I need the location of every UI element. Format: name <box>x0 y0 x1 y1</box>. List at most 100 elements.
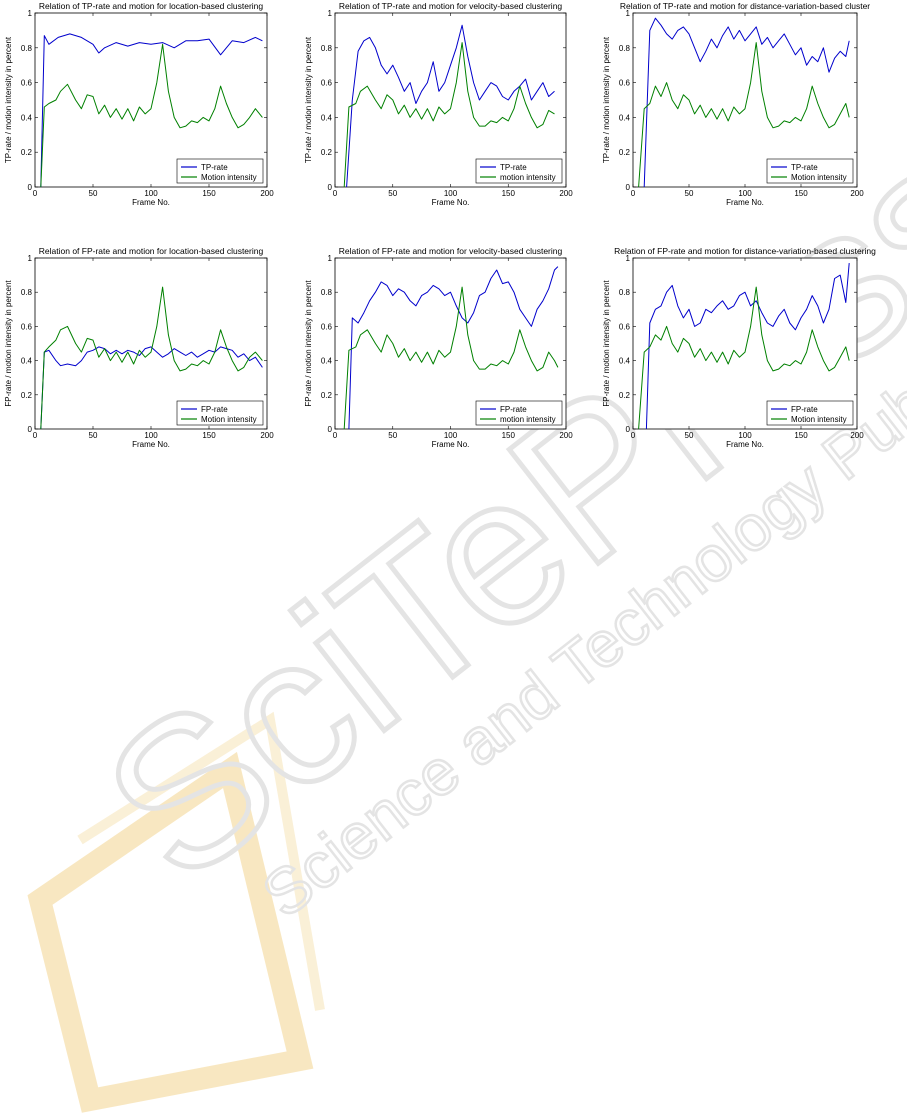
y-tick-label: 0.6 <box>321 79 333 88</box>
watermark-logo-shape <box>27 711 325 1113</box>
x-tick-label: 200 <box>260 431 274 440</box>
y-tick-label: 0 <box>28 183 33 192</box>
x-tick-label: 100 <box>738 189 752 198</box>
y-tick-label: 0.4 <box>321 113 333 122</box>
series-line-1 <box>348 266 559 430</box>
x-axis-label: Frame No. <box>432 198 470 207</box>
y-tick-label: 1 <box>28 254 33 263</box>
y-tick-label: 1 <box>328 9 333 18</box>
legend-box <box>766 158 854 184</box>
series-line-1 <box>40 346 263 430</box>
x-axis-label: Frame No. <box>132 198 170 207</box>
y-tick-label: 0.2 <box>321 391 333 400</box>
x-tick-label: 100 <box>144 431 158 440</box>
legend-box <box>475 400 563 426</box>
legend-entry: motion intensity <box>500 415 556 424</box>
y-tick-label: 0.2 <box>619 391 631 400</box>
y-tick-label: 0.4 <box>21 357 33 366</box>
y-tick-label: 1 <box>28 9 33 18</box>
x-tick-label: 200 <box>850 431 864 440</box>
y-tick-label: 1 <box>328 254 333 263</box>
series-line-1 <box>40 33 263 188</box>
x-tick-label: 50 <box>685 189 694 198</box>
legend-entry: Motion intensity <box>791 173 847 182</box>
x-tick-label: 150 <box>202 431 216 440</box>
x-tick-label: 200 <box>260 189 274 198</box>
x-tick-label: 50 <box>388 189 397 198</box>
series-line-2 <box>40 43 263 188</box>
y-tick-label: 0.6 <box>321 322 333 331</box>
y-tick-label: 0.8 <box>619 288 631 297</box>
chart-5: Relation of FP-rate and motion for veloc… <box>304 246 573 449</box>
x-tick-label: 150 <box>794 189 808 198</box>
y-tick-label: 0.2 <box>619 148 631 157</box>
legend-entry: TP-rate <box>201 163 228 172</box>
y-tick-label: 0.8 <box>21 44 33 53</box>
legend-entry: Motion intensity <box>201 173 257 182</box>
x-axis-label: Frame No. <box>132 440 170 449</box>
y-tick-label: 0 <box>328 425 333 434</box>
series-line-2 <box>343 42 555 188</box>
legend-entry: FP-rate <box>791 405 818 414</box>
series-line-1 <box>645 263 850 430</box>
x-tick-label: 150 <box>202 189 216 198</box>
legend-entry: TP-rate <box>791 163 818 172</box>
legend-box <box>176 158 264 184</box>
chart-3: Relation of TP-rate and motion for dista… <box>602 1 870 207</box>
y-tick-label: 0.8 <box>321 44 333 53</box>
y-tick-label: 1 <box>626 254 631 263</box>
plot-area <box>34 257 268 430</box>
y-tick-label: 0 <box>626 425 631 434</box>
legend-entry: FP-rate <box>500 405 527 414</box>
legend-entry: Motion intensity <box>791 415 847 424</box>
y-tick-label: 0 <box>328 183 333 192</box>
x-tick-label: 50 <box>89 431 98 440</box>
x-tick-label: 50 <box>89 189 98 198</box>
y-tick-label: 1 <box>626 9 631 18</box>
x-tick-label: 200 <box>850 189 864 198</box>
chart-title: Relation of TP-rate and motion for dista… <box>620 1 870 11</box>
y-tick-label: 0.6 <box>21 79 33 88</box>
y-tick-label: 0.4 <box>619 113 631 122</box>
legend-entry: TP-rate <box>500 163 527 172</box>
chart-2: Relation of TP-rate and motion for veloc… <box>304 1 573 207</box>
y-tick-label: 0 <box>626 183 631 192</box>
chart-1: Relation of TP-rate and motion for locat… <box>4 1 274 207</box>
x-tick-label: 50 <box>685 431 694 440</box>
chart-4: Relation of FP-rate and motion for locat… <box>4 246 274 449</box>
legend-entry: motion intensity <box>500 173 556 182</box>
chart-title: Relation of TP-rate and motion for locat… <box>39 1 264 11</box>
y-axis-label: FP-rate / motion intensity in percent <box>4 280 13 407</box>
plot-area <box>334 257 567 430</box>
legend-entry: Motion intensity <box>201 415 257 424</box>
y-tick-label: 0.6 <box>21 322 33 331</box>
x-tick-label: 100 <box>144 189 158 198</box>
y-axis-label: TP-rate / motion intensity in percent <box>304 36 313 163</box>
x-tick-label: 0 <box>631 431 636 440</box>
series-line-2 <box>638 286 850 430</box>
y-tick-label: 0.8 <box>619 44 631 53</box>
x-tick-label: 100 <box>444 431 458 440</box>
y-tick-label: 0.2 <box>21 148 33 157</box>
x-axis-label: Frame No. <box>432 440 470 449</box>
y-tick-label: 0.6 <box>619 322 631 331</box>
y-axis-label: FP-rate / motion intensity in percent <box>304 280 313 407</box>
x-tick-label: 0 <box>333 431 338 440</box>
x-tick-label: 100 <box>444 189 458 198</box>
x-tick-label: 150 <box>794 431 808 440</box>
x-tick-label: 100 <box>738 431 752 440</box>
x-tick-label: 200 <box>559 431 573 440</box>
y-tick-label: 0 <box>28 425 33 434</box>
series-line-2 <box>40 286 263 430</box>
y-tick-label: 0.2 <box>21 391 33 400</box>
y-tick-label: 0.8 <box>21 288 33 297</box>
y-tick-label: 0.4 <box>321 357 333 366</box>
legend-entry: FP-rate <box>201 405 228 414</box>
legend-box <box>176 400 264 426</box>
